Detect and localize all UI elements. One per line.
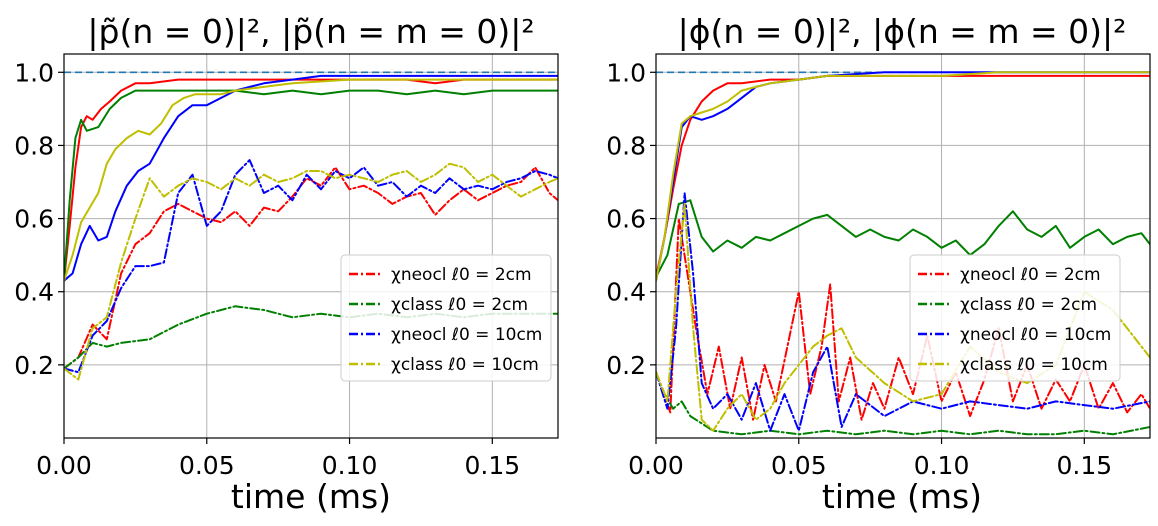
right-chart-title: |ϕ(n = 0)|², |ϕ(n = m = 0)|² — [678, 12, 1127, 51]
left-chart-title: |p̃(n = 0)|², |p̃(n = m = 0)|² — [87, 12, 534, 51]
series-line-1 — [656, 199, 1150, 279]
series-line-5 — [656, 371, 1150, 436]
series-line-4 — [656, 217, 1150, 421]
legend-label: χclass ℓ0 = 10cm — [960, 355, 1108, 375]
legend-box — [909, 254, 1121, 382]
x-tick-label: 0.00 — [628, 451, 684, 480]
legend-label: χneocl ℓ0 = 10cm — [391, 325, 542, 345]
left-x-axis-label: time (ms) — [231, 477, 391, 516]
series-line-0 — [656, 74, 1150, 279]
y-tick-label: 0.4 — [606, 278, 646, 307]
x-tick-label: 0.15 — [1056, 451, 1112, 480]
left-x-ticks: 0.00 0.05 0.10 0.15 — [36, 438, 520, 480]
series-line-1 — [64, 89, 558, 282]
y-tick-label: 0.8 — [606, 131, 646, 160]
right-y-ticks: 0.2 0.4 0.6 0.8 1.0 — [606, 58, 656, 380]
y-tick-label: 0.4 — [14, 278, 54, 307]
left-plot-frame — [63, 53, 559, 439]
x-tick-label: 0.05 — [179, 451, 235, 480]
left-y-ticks: 0.2 0.4 0.6 0.8 1.0 — [14, 58, 64, 380]
y-tick-label: 0.8 — [14, 131, 54, 160]
y-tick-label: 0.6 — [606, 205, 646, 234]
left-legend: χneocl ℓ0 = 2cm χclass ℓ0 = 2cm χneocl ℓ0 … — [340, 254, 552, 382]
legend-label: χneocl ℓ0 = 10cm — [960, 325, 1111, 345]
y-tick-label: 1.0 — [14, 58, 54, 87]
series-line-7 — [64, 162, 558, 381]
legend-label: χclass ℓ0 = 2cm — [391, 295, 528, 315]
legend-label: χclass ℓ0 = 10cm — [391, 355, 539, 375]
series-line-3 — [64, 78, 558, 282]
series-line-6 — [64, 159, 558, 374]
series-line-2 — [656, 71, 1150, 282]
series-line-0 — [64, 78, 558, 282]
x-tick-label: 0.15 — [464, 451, 520, 480]
x-tick-label: 0.10 — [914, 451, 970, 480]
right-x-axis-label: time (ms) — [822, 477, 982, 516]
legend-label: χneocl ℓ0 = 2cm — [391, 265, 532, 285]
legend-label: χclass ℓ0 = 2cm — [960, 295, 1097, 315]
left-panel: |p̃(n = 0)|², |p̃(n = m = 0)|² 0.00 0.05 0… — [14, 12, 559, 516]
right-plot-frame — [655, 53, 1151, 439]
legend-label: χneocl ℓ0 = 2cm — [960, 265, 1101, 285]
y-tick-label: 1.0 — [606, 58, 646, 87]
right-x-ticks: 0.00 0.05 0.10 0.15 — [628, 438, 1112, 480]
series-line-3 — [656, 71, 1150, 282]
x-tick-label: 0.05 — [771, 451, 827, 480]
right-legend: χneocl ℓ0 = 2cm χclass ℓ0 = 2cm χneocl ℓ0 … — [909, 254, 1121, 382]
right-panel: |ϕ(n = 0)|², |ϕ(n = m = 0)|² 0.00 0.05 0.1… — [606, 12, 1151, 516]
y-tick-label: 0.6 — [14, 205, 54, 234]
x-tick-label: 0.00 — [36, 451, 92, 480]
x-tick-label: 0.10 — [322, 451, 378, 480]
legend-box — [340, 254, 552, 382]
series-line-2 — [64, 74, 558, 282]
series-line-6 — [656, 192, 1150, 432]
y-tick-label: 0.2 — [606, 351, 646, 380]
left-series — [64, 71, 558, 381]
y-tick-label: 0.2 — [14, 351, 54, 380]
right-series — [656, 71, 1150, 436]
